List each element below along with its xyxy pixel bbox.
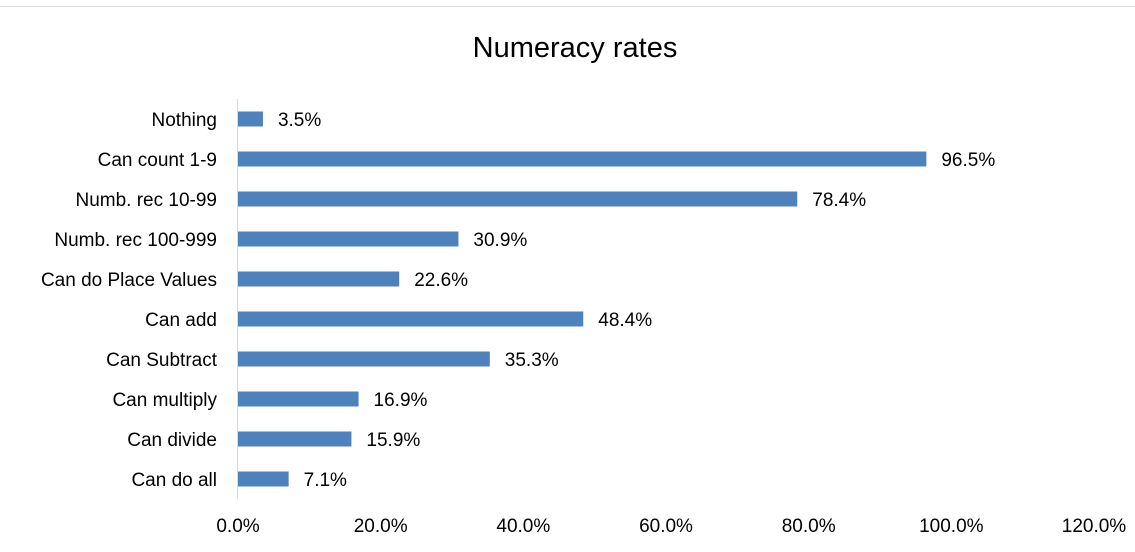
category-label: Can add bbox=[145, 310, 217, 331]
value-labels: 3.5% 96.5% 78.4% 30.9%22.6% 48.4% 35.3% 16.9% 1… bbox=[278, 110, 995, 491]
bars-group bbox=[238, 111, 927, 487]
category-label: Nothing bbox=[152, 110, 218, 131]
bar bbox=[238, 191, 798, 207]
bar bbox=[238, 271, 400, 287]
bar bbox=[238, 391, 359, 407]
category-label: Can do Place Values bbox=[41, 270, 217, 291]
bar bbox=[238, 351, 490, 367]
bar bbox=[238, 311, 584, 327]
category-label: Numb. rec 10-99 bbox=[75, 190, 217, 211]
x-tick-label: 40.0% bbox=[496, 516, 550, 537]
data-label: 3.5% bbox=[278, 110, 321, 131]
bar bbox=[238, 471, 289, 487]
chart-title: Numeracy rates bbox=[473, 32, 678, 64]
data-label: 16.9% bbox=[374, 390, 428, 411]
x-tick-label: 120.0% bbox=[1062, 516, 1127, 537]
bar bbox=[238, 231, 459, 247]
data-label: 30.9% bbox=[473, 230, 527, 251]
x-tick-label: 20.0% bbox=[354, 516, 408, 537]
data-label: 7.1% bbox=[304, 470, 347, 491]
category-labels: Nothing Can count 1-9 Numb. rec 10-99 Numb.… bbox=[41, 110, 218, 491]
category-label: Can multiply bbox=[112, 390, 217, 411]
bar bbox=[238, 111, 263, 127]
x-tick-labels: 0.0% 20.0% 40.0% 60.0% 80.0% 100.0% 120.0% bbox=[216, 516, 1126, 537]
x-tick-label: 60.0% bbox=[639, 516, 693, 537]
category-label: Can divide bbox=[127, 430, 217, 451]
x-tick-label: 0.0% bbox=[216, 516, 259, 537]
x-tick-label: 80.0% bbox=[782, 516, 836, 537]
bar bbox=[238, 151, 927, 167]
bar bbox=[238, 431, 352, 447]
data-label: 96.5% bbox=[941, 150, 995, 171]
data-label: 35.3% bbox=[505, 350, 559, 371]
category-label: Can do all bbox=[131, 470, 217, 491]
data-label: 22.6% bbox=[414, 270, 468, 291]
data-label: 15.9% bbox=[366, 430, 420, 451]
data-label: 48.4% bbox=[598, 310, 652, 331]
top-divider bbox=[0, 6, 1135, 7]
category-label: Can count 1-9 bbox=[98, 150, 217, 171]
data-label: 78.4% bbox=[812, 190, 866, 211]
category-label: Numb. rec 100-999 bbox=[54, 230, 217, 251]
category-label: Can Subtract bbox=[106, 350, 218, 371]
x-tick-label: 100.0% bbox=[919, 516, 984, 537]
